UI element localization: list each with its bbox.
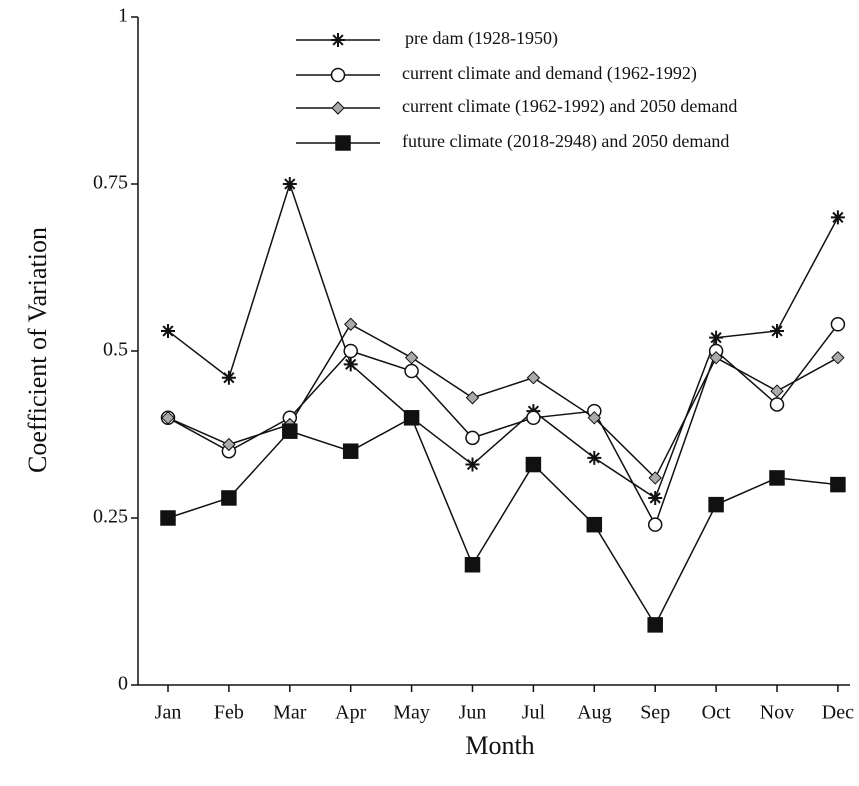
x-tick-label: Oct	[702, 702, 731, 724]
legend-marker	[331, 101, 345, 115]
legend-label: future climate (2018-2948) and 2050 dema…	[402, 131, 729, 152]
y-tick-label: 0.5	[103, 339, 128, 361]
data-point	[160, 510, 176, 526]
x-tick-label: Apr	[335, 702, 366, 724]
data-point	[404, 363, 419, 379]
x-tick-label: Aug	[577, 702, 611, 724]
data-point	[648, 471, 662, 485]
data-point	[587, 411, 602, 425]
x-tick-label: Sep	[640, 702, 670, 724]
x-axis-title: Month	[465, 731, 534, 760]
data-point	[464, 557, 481, 573]
data-point	[221, 490, 237, 506]
data-point	[831, 350, 845, 365]
y-tick-label: 0.75	[93, 172, 128, 194]
data-point	[647, 617, 663, 633]
legend-marker	[335, 135, 351, 151]
data-point	[526, 371, 541, 385]
series-line	[167, 323, 839, 480]
data-point	[770, 323, 784, 338]
x-tick-label: Nov	[760, 702, 794, 724]
y-tick-label: 0	[118, 673, 128, 695]
x-tick-label: May	[393, 702, 430, 724]
data-point	[708, 496, 724, 513]
data-point	[709, 350, 723, 365]
series-line	[167, 416, 838, 627]
data-point	[342, 443, 359, 459]
data-point	[769, 470, 785, 486]
data-point	[587, 450, 602, 465]
data-point	[221, 370, 236, 385]
data-point	[830, 210, 845, 225]
data-point	[526, 410, 541, 426]
series-line	[167, 323, 839, 527]
data-point	[403, 410, 420, 426]
y-axis-title: Coefficient of Variation	[23, 227, 52, 473]
y-tick-label: 0.25	[93, 506, 128, 528]
data-point	[830, 317, 846, 332]
data-point	[343, 317, 358, 331]
y-tick-label: 1	[118, 5, 128, 27]
x-tick-label: Jul	[522, 702, 546, 724]
x-tick-label: Feb	[214, 702, 244, 724]
data-point	[648, 490, 663, 505]
data-point	[222, 437, 236, 452]
legend-label: current climate (1962-1992) and 2050 dem…	[402, 96, 737, 117]
data-point	[525, 456, 542, 473]
legend-marker	[331, 33, 345, 47]
data-point	[647, 517, 663, 532]
data-point	[465, 430, 480, 446]
data-point	[343, 357, 358, 372]
data-point	[586, 516, 603, 533]
data-point	[830, 476, 846, 493]
x-tick-label: Mar	[273, 702, 307, 724]
x-tick-label: Dec	[822, 702, 854, 724]
data-point	[161, 411, 175, 425]
series-line	[167, 181, 839, 500]
data-point	[709, 330, 724, 345]
x-tick-label: Jun	[459, 702, 487, 724]
data-point	[404, 350, 419, 365]
data-point	[282, 423, 298, 439]
data-point	[770, 384, 784, 398]
legend-marker	[330, 67, 346, 83]
data-point	[161, 323, 175, 338]
data-point	[465, 391, 480, 405]
data-point	[465, 457, 480, 472]
data-point	[769, 397, 785, 412]
legend-label: current climate and demand (1962-1992)	[402, 63, 697, 84]
data-point	[282, 177, 297, 191]
data-point	[343, 343, 358, 359]
legend-label: pre dam (1928-1950)	[405, 28, 558, 49]
x-tick-label: Jan	[155, 702, 182, 724]
